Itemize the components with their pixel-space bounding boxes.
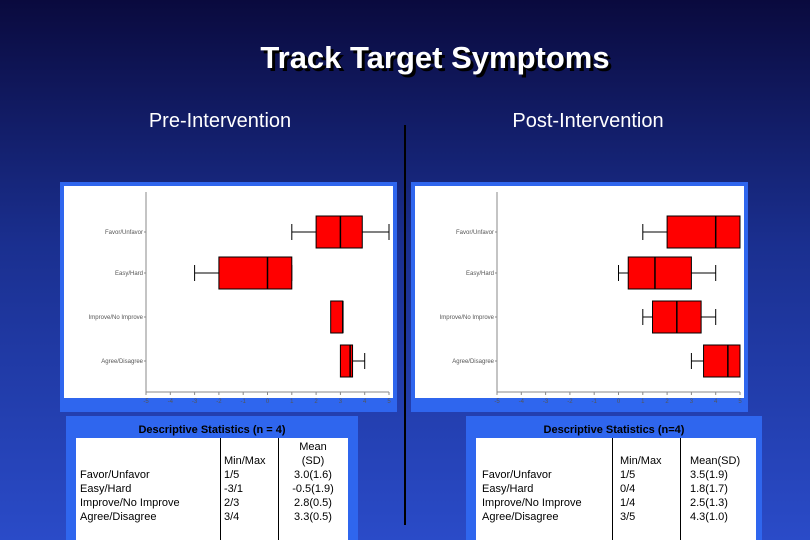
pre-minmax-value: 3/4 — [224, 511, 240, 523]
pre-minmax-header: Min/Max — [224, 455, 266, 467]
panel-divider — [404, 125, 406, 525]
pre-mean-column: Mean (SD) 3.0(1.6) -0.5(1.9) 2.8(0.5) 3.… — [282, 440, 344, 524]
post-stats-table: Favor/Unfavor Easy/Hard Improve/No Impro… — [476, 438, 756, 540]
post-stats-divider — [680, 438, 681, 540]
post-box — [703, 344, 741, 378]
post-category-label: Improve/No Improve — [440, 315, 495, 321]
pre-box — [315, 215, 363, 249]
post-stats-row-labels: Favor/Unfavor Easy/Hard Improve/No Impro… — [482, 468, 582, 524]
pre-mean-value: 3.0(1.6) — [294, 469, 332, 481]
pre-mean-value: 2.8(0.5) — [294, 497, 332, 509]
pre-minmax-value: -3/1 — [224, 483, 243, 495]
post-x-tick-label: -4 — [519, 399, 525, 405]
post-minmax-header: Min/Max — [620, 455, 662, 467]
post-x-tick-label: 0 — [617, 399, 621, 405]
post-category-label: Agree/Disagree — [452, 359, 494, 365]
pre-stats-title: Descriptive Statistics (n = 4) — [138, 424, 286, 436]
pre-row-label: Agree/Disagree — [80, 511, 157, 523]
pre-x-tick-label: -3 — [192, 399, 198, 405]
post-mean-column: Mean(SD) 3.5(1.9) 1.8(1.7) 2.5(1.3) 4.3(… — [690, 454, 740, 524]
post-minmax-value: 0/4 — [620, 483, 636, 495]
pre-box — [218, 256, 293, 290]
post-row-label: Agree/Disagree — [482, 511, 559, 523]
post-category-label: Easy/Hard — [466, 271, 494, 277]
pre-mean-header: (SD) — [301, 455, 325, 467]
post-mean-value: 3.5(1.9) — [690, 469, 728, 481]
pre-x-tick-label: 2 — [314, 399, 318, 405]
pre-x-tick-label: -2 — [216, 399, 222, 405]
post-x-tick-label: -2 — [567, 399, 573, 405]
pre-category-label: Agree/Disagree — [101, 359, 143, 365]
post-mean-value: 2.5(1.3) — [690, 497, 728, 509]
post-x-tick-label: -5 — [494, 399, 500, 405]
pre-mean-value: 3.3(0.5) — [294, 511, 332, 523]
post-mean-value: 4.3(1.0) — [690, 511, 728, 523]
pre-row-label: Easy/Hard — [80, 483, 132, 495]
pre-stats-divider — [220, 438, 221, 540]
post-x-tick-label: 1 — [641, 399, 645, 405]
pre-row-label: Favor/Unfavor — [80, 469, 150, 481]
pre-x-tick-label: 4 — [363, 399, 367, 405]
slide-title: Track Target Symptoms — [260, 40, 610, 75]
pre-x-tick-label: 3 — [339, 399, 343, 405]
pre-mean-value: -0.5(1.9) — [292, 483, 334, 495]
post-stats-panel: Descriptive Statistics (n=4) Favor/Unfav… — [466, 416, 762, 540]
post-intervention-boxplot: -5 -4 -3 -2 -1 0 1 2 3 4 5 Favor/Unfavor Easy/Hard Im… — [411, 182, 748, 412]
post-box — [627, 256, 692, 290]
post-x-tick-label: 5 — [738, 399, 742, 405]
post-x-tick-label: -3 — [543, 399, 549, 405]
pre-x-tick-label: 0 — [266, 399, 270, 405]
pre-category-label: Easy/Hard — [115, 271, 143, 277]
pre-x-tick-label: -5 — [143, 399, 149, 405]
post-x-tick-label: 2 — [665, 399, 669, 405]
post-minmax-value: 3/5 — [620, 511, 636, 523]
post-stats-title: Descriptive Statistics (n=4) — [543, 424, 685, 436]
pre-x-tick-label: 5 — [387, 399, 391, 405]
pre-category-label: Favor/Unfavor — [105, 230, 143, 236]
pre-box — [330, 300, 344, 334]
pre-stats-row-labels: Favor/Unfavor Easy/Hard Improve/No Impro… — [80, 468, 180, 524]
post-row-label: Easy/Hard — [482, 483, 534, 495]
post-intervention-heading: Post-Intervention — [512, 110, 664, 132]
pre-minmax-value: 1/5 — [224, 469, 240, 481]
pre-mean-header: Mean — [299, 441, 327, 453]
pre-stats-table: Favor/Unfavor Easy/Hard Improve/No Impro… — [76, 438, 348, 540]
post-x-tick-label: -1 — [592, 399, 598, 405]
post-row-label: Favor/Unfavor — [482, 469, 552, 481]
pre-intervention-boxplot: -5 -4 -3 -2 -1 0 1 2 3 4 5 Favor/Unfavor Easy/Hard Im… — [60, 182, 397, 412]
pre-category-label: Improve/No Improve — [89, 315, 144, 321]
pre-stats-panel: Descriptive Statistics (n = 4) Favor/Unf… — [66, 416, 358, 540]
pre-intervention-heading: Pre-Intervention — [148, 110, 292, 132]
pre-row-label: Improve/No Improve — [80, 497, 180, 509]
pre-minmax-column: Min/Max 1/5 -3/1 2/3 3/4 — [224, 454, 266, 524]
pre-stats-divider — [278, 438, 279, 540]
post-row-label: Improve/No Improve — [482, 497, 582, 509]
post-stats-divider — [612, 438, 613, 540]
post-x-tick-label: 3 — [690, 399, 694, 405]
post-x-tick-label: 4 — [714, 399, 718, 405]
pre-minmax-value: 2/3 — [224, 497, 240, 509]
post-minmax-column: Min/Max 1/5 0/4 1/4 3/5 — [620, 454, 662, 524]
pre-x-tick-label: -4 — [168, 399, 174, 405]
post-mean-header: Mean(SD) — [690, 455, 741, 467]
pre-x-tick-label: -1 — [241, 399, 247, 405]
post-minmax-value: 1/5 — [620, 469, 636, 481]
post-box — [666, 215, 741, 249]
pre-x-tick-label: 1 — [290, 399, 294, 405]
post-minmax-value: 1/4 — [620, 497, 636, 509]
post-category-label: Favor/Unfavor — [456, 230, 494, 236]
post-mean-value: 1.8(1.7) — [690, 483, 728, 495]
